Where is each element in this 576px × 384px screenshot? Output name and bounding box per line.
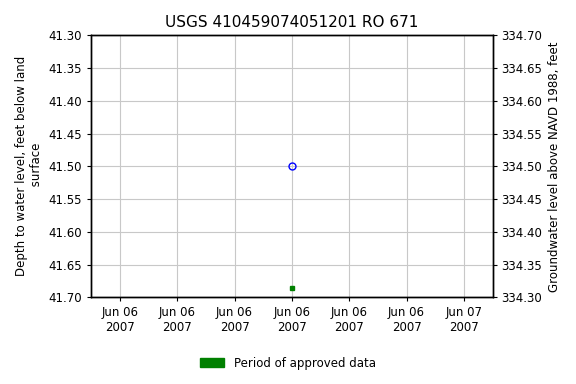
Y-axis label: Depth to water level, feet below land
 surface: Depth to water level, feet below land su… bbox=[15, 56, 43, 276]
Title: USGS 410459074051201 RO 671: USGS 410459074051201 RO 671 bbox=[165, 15, 419, 30]
Legend: Period of approved data: Period of approved data bbox=[196, 352, 380, 374]
Y-axis label: Groundwater level above NAVD 1988, feet: Groundwater level above NAVD 1988, feet bbox=[548, 41, 561, 291]
